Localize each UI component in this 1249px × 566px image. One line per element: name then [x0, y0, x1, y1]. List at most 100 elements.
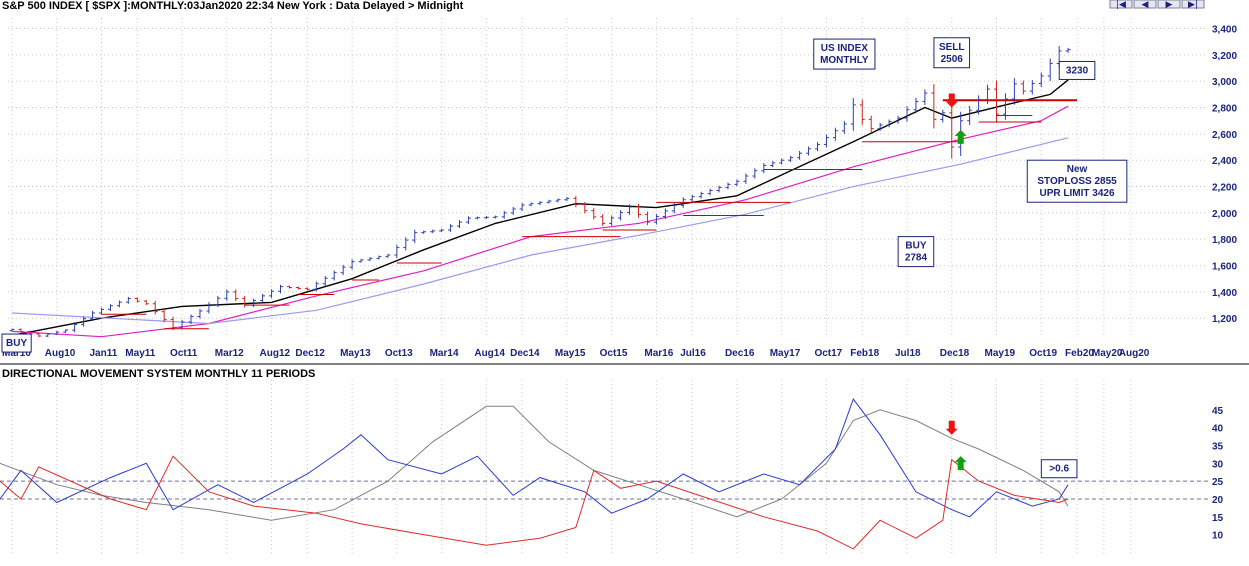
- first-button[interactable]: [1109, 0, 1133, 9]
- price-annotation-box-text: STOPLOSS 2855: [1037, 176, 1117, 187]
- price-annotation-box-text: BUY: [905, 241, 926, 252]
- time-tick-label: Dec14: [510, 348, 540, 359]
- time-tick-label: May19: [985, 348, 1016, 359]
- time-tick-label: Aug10: [45, 348, 76, 359]
- buy-arrow-icon: [954, 456, 967, 471]
- price-annotation-box: [813, 38, 876, 70]
- price-annotation-box-text: 2506: [941, 54, 964, 65]
- time-tick-label: Jul18: [895, 348, 921, 359]
- price-grid: [8, 18, 1208, 338]
- price-annotation-box-text: SELL: [939, 42, 965, 53]
- indicator-line: [0, 405, 1069, 521]
- time-tick-label: May11: [125, 348, 155, 359]
- indicator-tick-label: 20: [1212, 495, 1224, 506]
- time-tick-label: Oct13: [385, 348, 413, 359]
- time-tick-label: May13: [340, 348, 371, 359]
- first-icon: |◀: [1116, 0, 1126, 10]
- time-tick-label: Dec16: [725, 348, 755, 359]
- time-tick-label: Aug14: [474, 348, 505, 359]
- price-annotation-box-text: BUY: [6, 338, 27, 349]
- ma-line-short: [11, 79, 1069, 337]
- time-tick-label: Jan11: [90, 348, 118, 359]
- ohlc-bars: [9, 45, 1071, 338]
- time-tick-label: Dec18: [940, 348, 970, 359]
- last-icon: ▶|: [1188, 0, 1198, 10]
- time-tick-label: Feb20: [1065, 348, 1094, 359]
- time-tick-label: Oct17: [814, 348, 842, 359]
- indicator-tick-label: 40: [1212, 424, 1224, 435]
- price-annotation-box-text: New: [1067, 164, 1088, 175]
- time-tick-label: May15: [555, 348, 586, 359]
- price-tick-label: 3,400: [1212, 25, 1237, 36]
- time-tick-label: Mar12: [215, 348, 244, 359]
- indicator-tick-label: 15: [1212, 513, 1224, 524]
- price-annotation-box-text: 2784: [905, 253, 928, 264]
- indicator-line: [0, 398, 1069, 518]
- time-tick-label: Oct19: [1029, 348, 1057, 359]
- indicator-tick-label: 25: [1212, 477, 1224, 488]
- last-button[interactable]: [1181, 0, 1205, 9]
- time-tick-label: May17: [770, 348, 801, 359]
- nav-buttons: |◀ ◀ ▶ ▶|: [1109, 0, 1205, 10]
- price-annotation-box: [897, 236, 935, 268]
- price-tick-label: 2,200: [1212, 183, 1237, 194]
- price-tick-label: 1,600: [1212, 262, 1237, 273]
- indicator-grid: [0, 380, 1208, 556]
- price-tick-label: 1,200: [1212, 314, 1237, 325]
- time-tick-label: Oct15: [600, 348, 628, 359]
- price-annotation-box: [1026, 159, 1128, 203]
- time-tick-label: Aug12: [260, 348, 291, 359]
- time-axis: Mar10 Aug10 Jan11 May11 Oct11 Mar12 Aug12 Dec12…: [2, 348, 1150, 359]
- price-annotation-box: [1058, 60, 1096, 80]
- indicator-line: [0, 455, 1069, 550]
- price-annotation-box-text: MONTHLY: [820, 55, 869, 66]
- price-tick-label: 1,800: [1212, 235, 1237, 246]
- price-tick-label: 3,200: [1212, 51, 1237, 62]
- price-annotation-box: [1, 333, 32, 353]
- price-annotation-box-text: 3230: [1066, 65, 1089, 76]
- sell-arrow-icon: [945, 420, 958, 435]
- price-annotation-box-text: UPR LIMIT 3426: [1040, 188, 1115, 199]
- prev-button[interactable]: [1133, 0, 1157, 9]
- indicator-axis: 10 15 20 25 30 35 40 45: [1212, 406, 1224, 542]
- indicator-annotation-box: [1040, 459, 1078, 479]
- indicator-tick-label: 10: [1212, 531, 1224, 542]
- level-lines: [101, 99, 1078, 330]
- price-annotation-box: [933, 37, 971, 69]
- indicator-tick-label: 45: [1212, 406, 1224, 417]
- time-tick-label: Aug20: [1119, 348, 1150, 359]
- moving-averages: [11, 79, 1069, 338]
- price-tick-label: 2,400: [1212, 156, 1237, 167]
- time-tick-label: Dec12: [295, 348, 325, 359]
- price-tick-label: 2,600: [1212, 130, 1237, 141]
- sell-arrow-icon: [945, 93, 958, 108]
- indicator-tick-label: 35: [1212, 441, 1224, 452]
- time-tick-label: Feb18: [850, 348, 879, 359]
- prev-icon: ◀: [1142, 0, 1149, 10]
- price-tick-label: 3,000: [1212, 77, 1237, 88]
- price-tick-label: 2,800: [1212, 104, 1237, 115]
- chart-title: S&P 500 INDEX [ $SPX ]:MONTHLY:03Jan2020…: [2, 0, 464, 12]
- ma-line-long: [11, 137, 1069, 325]
- price-axis: 1,200 1,400 1,600 1,800 2,000 2,200 2,400 2,600…: [1212, 25, 1237, 326]
- buy-arrow-icon: [954, 129, 967, 144]
- ma-line-mid: [11, 105, 1069, 338]
- indicator-tick-label: 30: [1212, 459, 1224, 470]
- price-tick-label: 2,000: [1212, 209, 1237, 220]
- indicator-lines: [0, 398, 1069, 550]
- price-annotation-box-text: US INDEX: [821, 43, 869, 54]
- time-tick-label: Mar14: [430, 348, 459, 359]
- next-button[interactable]: [1157, 0, 1181, 9]
- time-tick-label: Mar16: [644, 348, 673, 359]
- price-tick-label: 1,400: [1212, 288, 1237, 299]
- annotations: US INDEXMONTHLYSELL2506BUY27843230NewSTO…: [1, 37, 1128, 479]
- indicator-title: DIRECTIONAL MOVEMENT SYSTEM MONTHLY 11 P…: [2, 368, 315, 380]
- time-tick-label: Oct11: [170, 348, 198, 359]
- time-tick-label: Mar10: [2, 348, 31, 359]
- time-tick-label: May20: [1092, 348, 1123, 359]
- indicator-annotation-box-text: >0.6: [1049, 464, 1069, 475]
- time-tick-label: Jul16: [680, 348, 706, 359]
- next-icon: ▶: [1166, 0, 1173, 10]
